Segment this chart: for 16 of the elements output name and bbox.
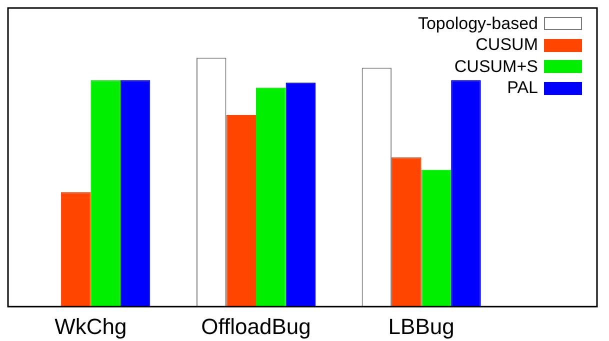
bar xyxy=(392,157,422,307)
bar xyxy=(60,192,91,307)
text: Topology-based xyxy=(418,14,538,34)
legend-label: PAL xyxy=(507,78,538,98)
bar xyxy=(90,80,120,307)
bar xyxy=(256,88,286,307)
bar xyxy=(226,115,256,307)
legend-label: CUSUM xyxy=(476,35,538,56)
x-tick-label: LBBug xyxy=(388,314,454,339)
x-tick-label: WkChg xyxy=(54,314,127,339)
bar xyxy=(286,82,316,307)
bar xyxy=(421,170,452,307)
x-tick-label: OffloadBug xyxy=(201,314,311,339)
bar xyxy=(451,80,481,307)
bar xyxy=(120,80,150,307)
legend-label: CUSUM+S xyxy=(454,56,538,77)
